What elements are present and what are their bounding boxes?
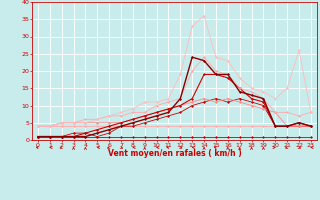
X-axis label: Vent moyen/en rafales ( km/h ): Vent moyen/en rafales ( km/h ) — [108, 149, 241, 158]
